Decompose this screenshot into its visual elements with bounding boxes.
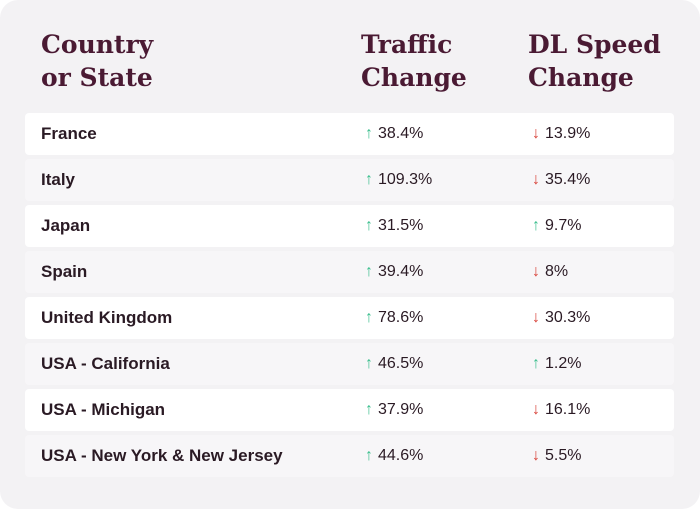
speed-cell: ↑ 1.2% [529,343,581,385]
arrow-down-icon: ↓ [532,171,540,188]
table-row: Italy ↑ 109.3% ↓ 35.4% [25,159,674,201]
table-row: USA - Michigan ↑ 37.9% ↓ 16.1% [25,389,674,431]
table-row: United Kingdom ↑ 78.6% ↓ 30.3% [25,297,674,339]
table-row: France ↑ 38.4% ↓ 13.9% [25,113,674,155]
arrow-down-icon: ↓ [532,447,540,464]
table-row: Japan ↑ 31.5% ↑ 9.7% [25,205,674,247]
traffic-cell: ↑ 78.6% [362,297,423,339]
traffic-cell: ↑ 109.3% [362,159,432,201]
header-traffic: Traffic Change [361,28,467,94]
speed-cell: ↓ 16.1% [529,389,590,431]
speed-value: 9.7% [545,217,582,234]
speed-cell: ↓ 5.5% [529,435,581,477]
speed-value: 16.1% [545,401,591,418]
speed-cell: ↓ 8% [529,251,568,293]
traffic-cell: ↑ 31.5% [362,205,423,247]
traffic-cell: ↑ 39.4% [362,251,423,293]
country-cell: Spain [41,262,88,281]
country-cell: USA - California [41,354,170,373]
traffic-cell: ↑ 38.4% [362,113,423,155]
table-row: USA - New York & New Jersey ↑ 44.6% ↓ 5.5% [25,435,674,477]
speed-cell: ↓ 30.3% [529,297,590,339]
arrow-up-icon: ↑ [365,125,373,142]
speed-value: 35.4% [545,171,591,188]
speed-value: 1.2% [545,355,582,372]
table-row: Spain ↑ 39.4% ↓ 8% [25,251,674,293]
traffic-value: 109.3% [378,171,433,188]
traffic-value: 39.4% [378,263,424,280]
arrow-up-icon: ↑ [532,217,540,234]
speed-value: 30.3% [545,309,591,326]
speed-cell: ↑ 9.7% [529,205,581,247]
arrow-up-icon: ↑ [365,171,373,188]
header-country-line2: or State [41,63,153,92]
arrow-down-icon: ↓ [532,125,540,142]
country-cell: USA - Michigan [41,400,166,419]
country-cell: Japan [41,216,91,235]
traffic-cell: ↑ 37.9% [362,389,423,431]
arrow-down-icon: ↓ [532,401,540,418]
country-cell: USA - New York & New Jersey [41,446,283,465]
header-traffic-line1: Traffic [361,30,453,59]
traffic-value: 31.5% [378,217,424,234]
traffic-value: 37.9% [378,401,424,418]
traffic-cell: ↑ 44.6% [362,435,423,477]
traffic-value: 78.6% [378,309,424,326]
speed-value: 8% [545,263,569,280]
header-speed-line2: Change [528,63,634,92]
country-cell: United Kingdom [41,308,173,327]
country-cell: Italy [41,170,76,189]
arrow-up-icon: ↑ [532,355,540,372]
traffic-value: 46.5% [378,355,424,372]
header-traffic-line2: Change [361,63,467,92]
arrow-down-icon: ↓ [532,263,540,280]
header-speed: DL Speed Change [528,28,661,94]
arrow-up-icon: ↑ [365,401,373,418]
traffic-cell: ↑ 46.5% [362,343,423,385]
country-cell: France [41,124,97,143]
traffic-value: 38.4% [378,125,424,142]
speed-cell: ↓ 35.4% [529,159,590,201]
arrow-up-icon: ↑ [365,263,373,280]
traffic-value: 44.6% [378,447,424,464]
arrow-up-icon: ↑ [365,309,373,326]
speed-value: 5.5% [545,447,582,464]
table-row: USA - California ↑ 46.5% ↑ 1.2% [25,343,674,385]
header-country-line1: Country [41,30,154,59]
speed-cell: ↓ 13.9% [529,113,590,155]
table-body: France ↑ 38.4% ↓ 13.9% Italy ↑ 109.3% ↓ 35.4% Japa… [25,113,674,481]
arrow-down-icon: ↓ [532,309,540,326]
table-header: Country or State Traffic Change DL Speed… [0,28,700,98]
header-speed-line1: DL Speed [528,30,661,59]
arrow-up-icon: ↑ [365,355,373,372]
speed-value: 13.9% [545,125,591,142]
arrow-up-icon: ↑ [365,447,373,464]
header-country: Country or State [41,28,153,94]
arrow-up-icon: ↑ [365,217,373,234]
